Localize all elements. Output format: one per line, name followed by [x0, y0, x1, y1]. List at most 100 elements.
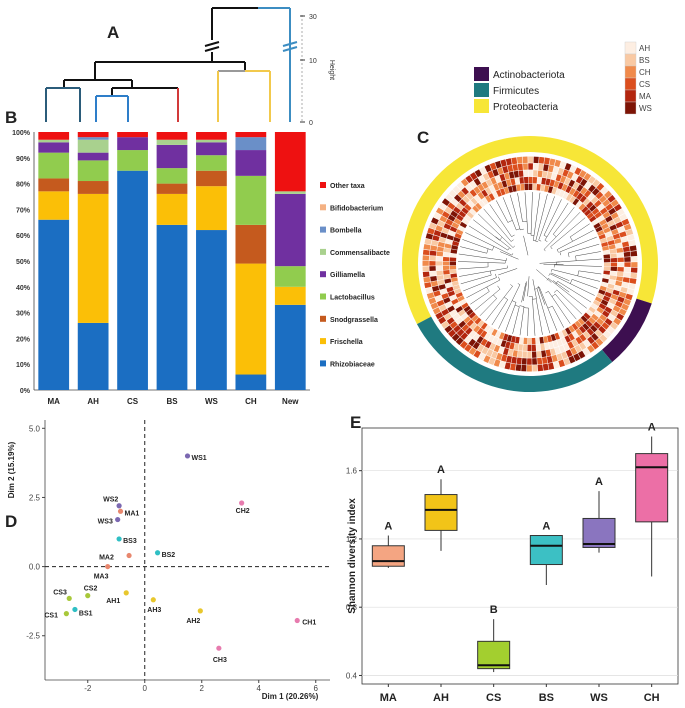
heatmap-cell [580, 187, 588, 195]
heatmap-cell [442, 265, 450, 271]
legend-swatch-commensalibacte [320, 248, 326, 255]
bar-y-tick-4: 40% [16, 285, 31, 292]
tree-arc [551, 293, 556, 297]
heatmap-cell [612, 289, 620, 296]
box-frame [361, 427, 679, 685]
legend-label-gilliamella: Gilliamella [330, 272, 365, 279]
pca-point-cs3 [66, 595, 72, 602]
heatmap-cell [603, 330, 612, 339]
tree-branch [536, 288, 551, 334]
heatmap-cell [624, 256, 631, 262]
heatmap-cell [606, 235, 614, 242]
heatmap-cell [536, 344, 541, 351]
heatmap-cell [572, 181, 580, 190]
heatmap-cell [504, 362, 511, 370]
heatmap-cell [576, 184, 584, 192]
bar-x-tick-new: New [282, 397, 299, 406]
tree-branch [532, 279, 537, 299]
heatmap-cell [564, 335, 571, 343]
pca-point-label-bs1: BS1 [79, 610, 93, 617]
heatmap-cell [431, 240, 439, 246]
pca-point-label-ws1: WS1 [192, 455, 207, 462]
box-x-tick-ma: MA [380, 692, 397, 704]
heatmap-cell [587, 336, 595, 345]
heatmap-cell [513, 343, 519, 351]
pca-point-ws2 [116, 503, 122, 509]
bar-ma-snodgrassella [38, 178, 70, 192]
heatmap-cell [602, 295, 611, 302]
heatmap-cell [609, 224, 617, 231]
heatmap-cell [499, 332, 505, 340]
height-axis-label: Height [328, 60, 335, 80]
heatmap-cell [458, 210, 467, 218]
tree-arc [575, 255, 577, 261]
bar-ws-other-taxa [196, 132, 227, 140]
sample-label-cs: CS [639, 80, 650, 89]
heatmap-cell [426, 292, 435, 299]
tree-arc [545, 291, 549, 294]
heatmap-cell [608, 279, 616, 285]
heatmap-cell [495, 160, 502, 169]
box-cs [477, 640, 511, 670]
heatmap-cell [516, 184, 521, 192]
heatmap-cell [596, 306, 604, 314]
heatmap-cell [422, 260, 429, 266]
heatmap-cell [461, 324, 470, 332]
heatmap-cell [588, 175, 596, 184]
heatmap-cell [590, 303, 599, 310]
heatmap-cell [610, 322, 619, 330]
heatmap-cell [483, 355, 491, 363]
heatmap-cell [575, 175, 583, 184]
heatmap-cell [620, 286, 628, 293]
heatmap-cell [437, 246, 444, 252]
bar-y-tick-9: 90% [16, 156, 31, 163]
significance-letter-cs: B [490, 604, 498, 616]
heatmap-cell [606, 287, 614, 294]
heatmap-cell [630, 256, 638, 262]
box-x-tick-ah: AH [433, 692, 449, 704]
heatmap-cell [464, 344, 472, 353]
heatmap-cell [477, 344, 485, 353]
heatmap-cell [591, 333, 599, 341]
heatmap-cell [548, 362, 555, 370]
pca-point-label-cs1: CS1 [44, 613, 58, 620]
heatmap-cell [537, 364, 544, 372]
heatmap-cell [554, 346, 561, 355]
tree-arc [504, 296, 508, 300]
bar-new-frischella [274, 286, 306, 305]
heatmap-cell [590, 196, 599, 204]
bar-y-tick-1: 10% [16, 362, 31, 369]
heatmap-cell [445, 218, 454, 226]
heatmap-cell [579, 169, 587, 178]
heatmap-cell [594, 211, 602, 219]
heatmap-cell [448, 189, 457, 198]
heatmap-cell [441, 211, 450, 219]
heatmap-cell [586, 212, 594, 220]
heatmap-cell [536, 184, 541, 191]
heatmap-cell [441, 321, 450, 329]
bar-cs-gilliamella [117, 137, 148, 151]
heatmap-cell [620, 236, 628, 243]
heatmap-cell [462, 195, 470, 204]
heatmap-cell [595, 191, 604, 200]
tree-branch [535, 298, 543, 335]
bar-chart-legend: Other taxa Bifidobacterium Bombella Commens… [320, 182, 390, 368]
heatmap-cell [628, 283, 636, 290]
tree-arc [499, 237, 503, 241]
bar-ch-lactobacillus [235, 175, 267, 225]
box-y-tick-2: 1.2 [346, 535, 358, 544]
heatmap-cell [533, 170, 538, 177]
bar-ws-commensalibacte [196, 139, 227, 143]
heatmap-cell [542, 363, 549, 371]
heatmap-cell [561, 351, 568, 360]
tree-branch [470, 291, 490, 305]
tree-arc [548, 273, 551, 276]
legend-swatch-gilliamella [320, 271, 326, 278]
pca-point-ws3 [115, 516, 121, 523]
heatmap-cell [458, 320, 466, 329]
bar-new-gilliamella [274, 193, 306, 267]
heatmap-cell [574, 344, 582, 353]
heatmap-cell [573, 353, 581, 362]
tree-arc [507, 220, 513, 223]
phylum-swatch-proteobacteria [474, 99, 489, 113]
